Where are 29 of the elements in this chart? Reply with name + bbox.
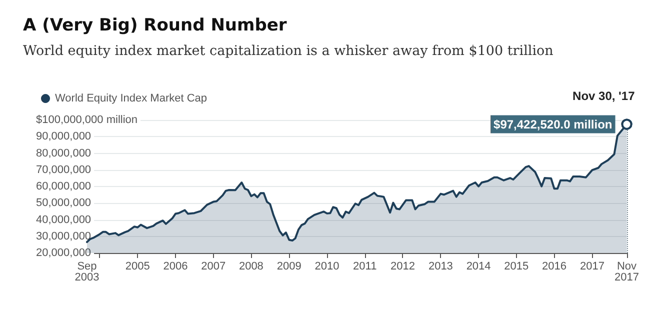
x-tick-label: 2009 — [276, 260, 302, 272]
x-tick-label: 2012 — [390, 260, 415, 272]
x-tick-label: Sep 2003 — [74, 260, 100, 284]
x-tick-label: 2016 — [542, 260, 567, 272]
annotation: $97,422,520.0 million — [494, 117, 612, 132]
y-tick-label: 30,000,000 — [36, 230, 92, 242]
x-tick-label: 2013 — [428, 260, 453, 272]
y-tick-label: 40,000,000 — [36, 214, 92, 226]
y-tick-label: 60,000,000 — [36, 180, 92, 192]
x-tick-label: 2005 — [125, 260, 150, 272]
chart-title: A (Very Big) Round Number — [23, 16, 288, 36]
x-tick-label: 2008 — [238, 260, 264, 272]
y-tick-label: 90,000,000 — [36, 130, 92, 143]
legend-label: World Equity Index Market Cap — [55, 92, 208, 104]
y-tick-label: $100,000,000 million — [36, 114, 138, 126]
annotation: Nov 30, '17 — [572, 88, 636, 103]
x-tick-label: 2015 — [504, 260, 529, 272]
y-tick-label: 70,000,000 — [36, 164, 92, 176]
x-tick-label: 2014 — [466, 260, 491, 272]
x-tick-label: 2006 — [163, 260, 188, 272]
x-tick-label: 2010 — [314, 260, 340, 272]
chart-subtitle: World equity index market capitalization is a whisker away from $100 trillion — [23, 43, 554, 59]
y-tick-label: 20,000,000 — [36, 247, 92, 259]
y-tick-label: 50,000,000 — [36, 197, 92, 210]
x-tick-label: 2011 — [353, 260, 377, 272]
y-tick-label: 80,000,000 — [36, 147, 92, 160]
x-tick-label: 2017 — [580, 260, 604, 272]
x-tick-label: 2007 — [201, 260, 226, 272]
x-tick-label: Nov 2017 — [614, 260, 640, 284]
